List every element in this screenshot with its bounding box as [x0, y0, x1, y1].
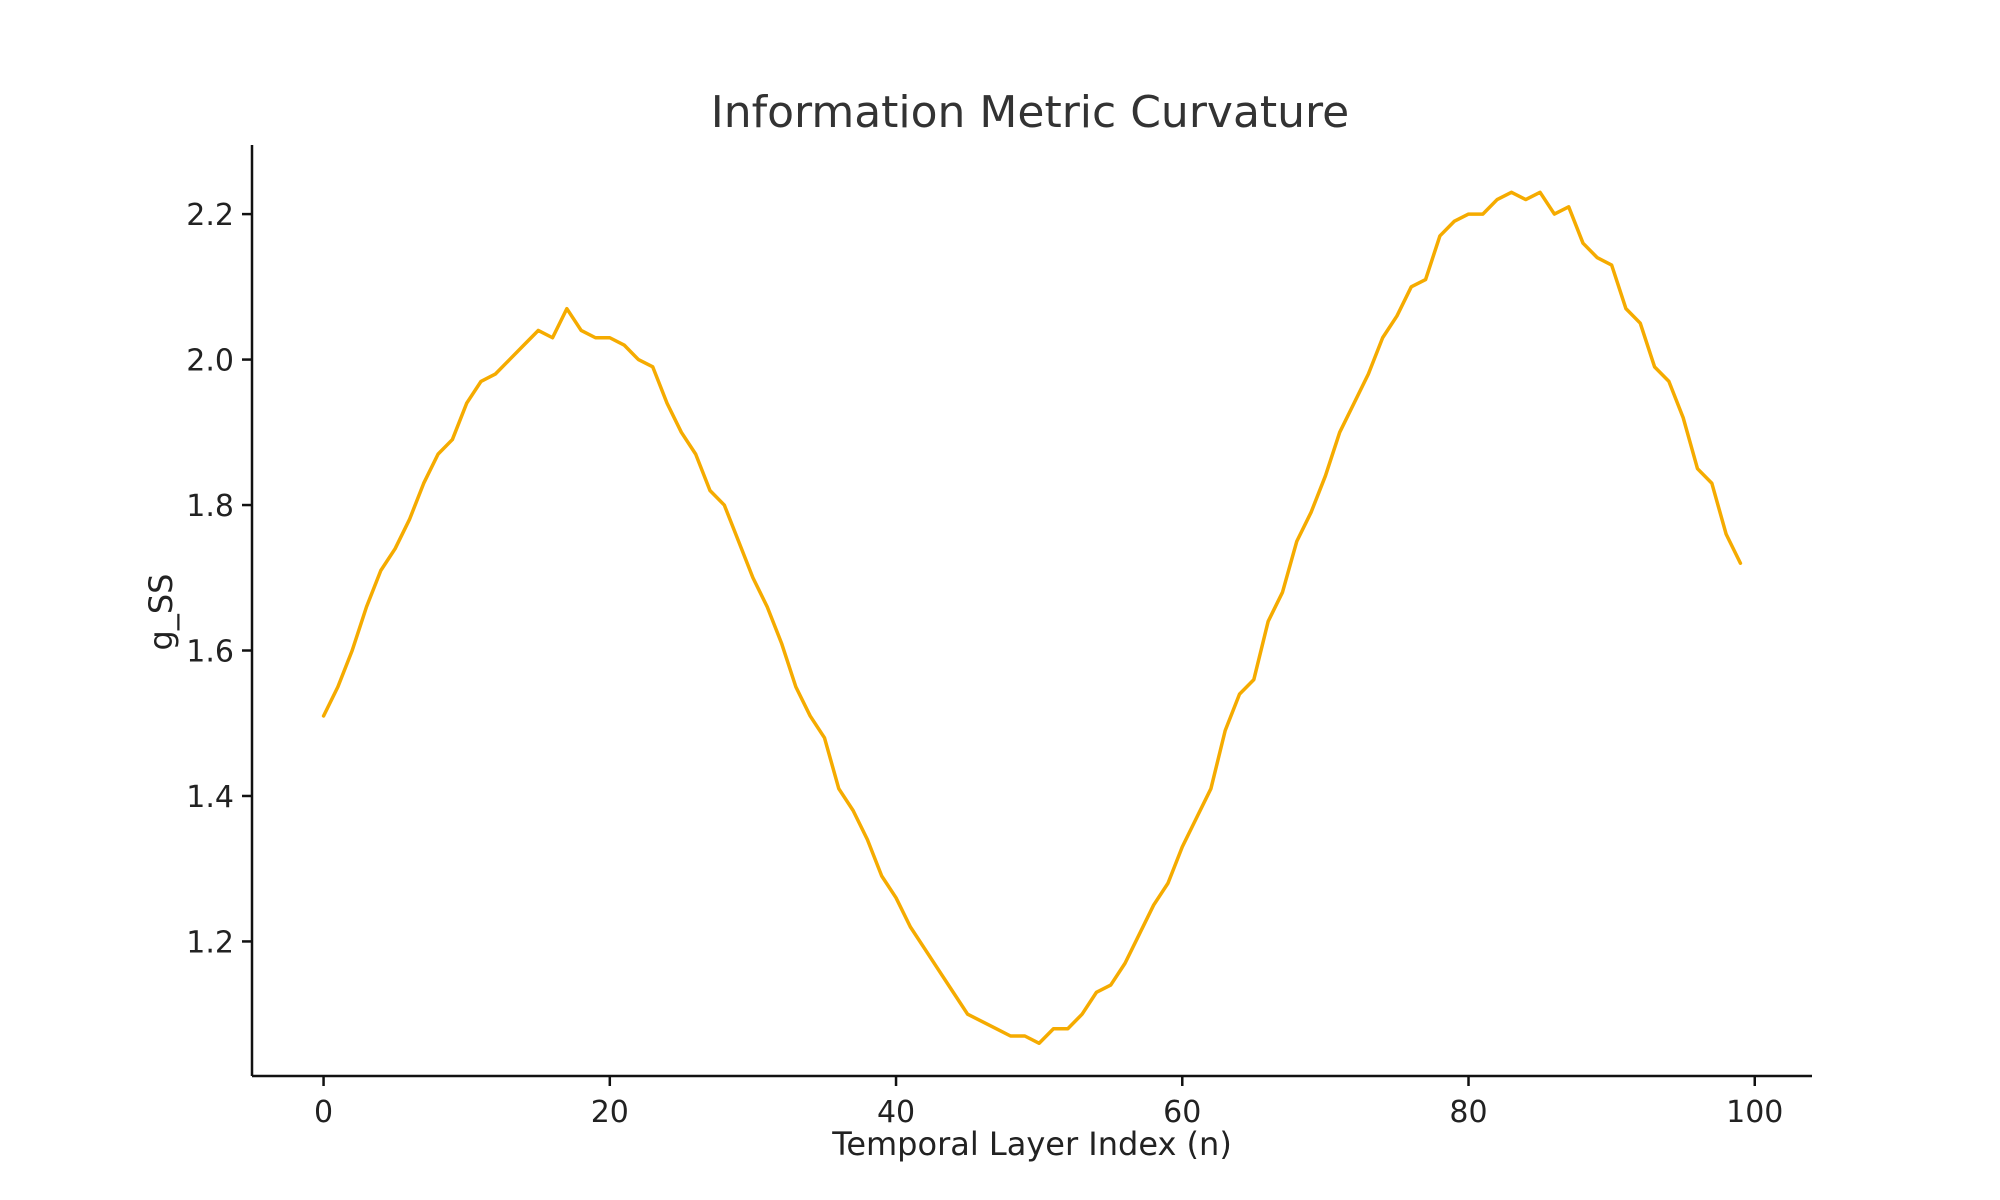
y-tick-label: 2.2: [186, 198, 234, 233]
x-tick-label: 80: [1449, 1095, 1487, 1130]
y-tick-label: 1.2: [186, 925, 234, 960]
y-tick-label: 2.0: [186, 344, 234, 379]
x-tick-label: 40: [877, 1095, 915, 1130]
chart-title: Information Metric Curvature: [711, 87, 1350, 138]
y-tick-label: 1.4: [186, 780, 234, 815]
series-group: [321, 190, 1743, 1046]
y-axis-ticks: 1.2 1.4 1.6 1.8 2.0 2.2: [186, 198, 252, 960]
plot-area: 0 20 40 60 80 100 1.2 1.4 1.6 1.8 2.0 2.2: [186, 145, 1812, 1130]
x-axis-label: Temporal Layer Index (n): [831, 1125, 1232, 1163]
x-tick-label: 20: [591, 1095, 629, 1130]
y-tick-label: 1.6: [186, 635, 234, 670]
x-tick-label: 60: [1163, 1095, 1201, 1130]
x-axis-ticks: 0 20 40 60 80 100: [314, 1076, 1783, 1130]
x-tick-label: 100: [1726, 1095, 1783, 1130]
y-tick-label: 1.8: [186, 489, 234, 524]
series-line: [321, 190, 1743, 1046]
x-tick-label: 0: [314, 1095, 333, 1130]
y-axis-label: g_SS: [142, 574, 180, 651]
